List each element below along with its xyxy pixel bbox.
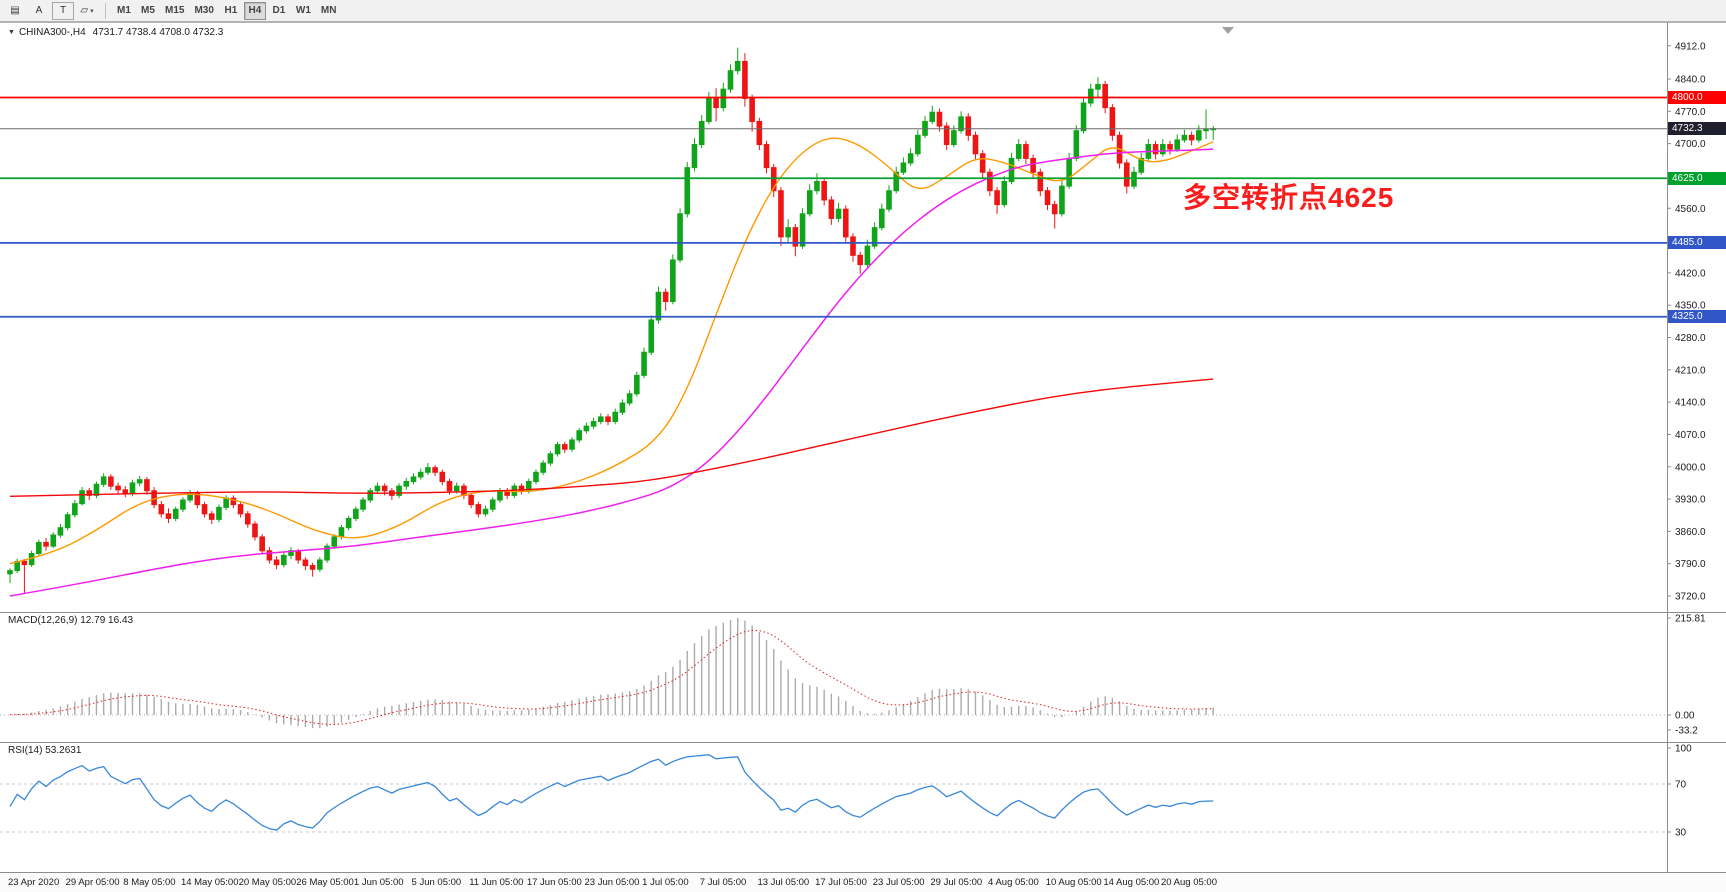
svg-text:14 Aug 05:00: 14 Aug 05:00 — [1103, 877, 1159, 888]
tf-button-w1[interactable]: W1 — [292, 2, 315, 20]
toolbar-separator — [105, 2, 106, 19]
svg-text:23 Apr 2020: 23 Apr 2020 — [8, 877, 59, 888]
svg-text:23 Jun 05:00: 23 Jun 05:00 — [585, 877, 640, 888]
toolbar: ▤ A T ▱ ▾ M1 M5 M15 M30 H1 H4 D1 W1 MN — [0, 0, 1726, 22]
rsi-scale: 100 70 30 — [1667, 744, 1692, 839]
svg-text:26 May 05:00: 26 May 05:00 — [296, 877, 354, 888]
svg-text:3720.0: 3720.0 — [1675, 592, 1706, 603]
tf-button-m1[interactable]: M1 — [113, 2, 135, 20]
ohlc-values: 4731.7 4738.4 4708.0 4732.3 — [92, 27, 224, 38]
macd-histogram — [0, 618, 1667, 729]
svg-text:11 Jun 05:00: 11 Jun 05:00 — [469, 877, 523, 888]
svg-text:29 Jul 05:00: 29 Jul 05:00 — [930, 877, 982, 888]
price-badge-4625.0[interactable]: 4625.0 — [1668, 171, 1726, 185]
svg-text:70: 70 — [1675, 780, 1687, 791]
svg-text:4770.0: 4770.0 — [1675, 107, 1706, 118]
tf-button-m15[interactable]: M15 — [161, 2, 188, 20]
label-tool-button[interactable]: T — [52, 1, 74, 20]
text-tool-button[interactable]: A — [28, 2, 50, 20]
shapes-tool-button[interactable]: ▱ ▾ — [76, 2, 98, 20]
svg-text:30: 30 — [1675, 828, 1687, 839]
svg-text:8 May 05:00: 8 May 05:00 — [123, 877, 175, 888]
tf-button-m5[interactable]: M5 — [137, 2, 159, 20]
price-scale: 4912.04840.04770.04700.04630.04560.04490… — [1667, 41, 1706, 603]
rsi-levels — [0, 783, 1667, 833]
svg-text:13 Jul 05:00: 13 Jul 05:00 — [757, 877, 809, 888]
timeframe-group: M1 M5 M15 M30 H1 H4 D1 W1 MN — [113, 1, 341, 20]
svg-text:5 Jun 05:00: 5 Jun 05:00 — [412, 877, 462, 888]
svg-text:4350.0: 4350.0 — [1675, 301, 1706, 312]
current-price-badge[interactable]: 4732.3 — [1668, 122, 1726, 136]
ma-mid-line — [9, 148, 1214, 597]
tf-button-h4[interactable]: H4 — [243, 1, 266, 20]
price-badge-4485.0[interactable]: 4485.0 — [1668, 236, 1726, 250]
svg-text:100: 100 — [1675, 744, 1692, 755]
tf-button-h1[interactable]: H1 — [220, 2, 242, 20]
chart-shift-marker[interactable] — [1222, 27, 1234, 34]
svg-text:23 Jul 05:00: 23 Jul 05:00 — [873, 877, 925, 888]
tf-button-mn[interactable]: MN — [317, 2, 341, 20]
svg-text:4560.0: 4560.0 — [1675, 204, 1706, 215]
svg-text:4000.0: 4000.0 — [1675, 462, 1706, 473]
drawing-tools-group: ▤ A T ▱ ▾ — [4, 1, 98, 20]
svg-text:4700.0: 4700.0 — [1675, 139, 1706, 150]
annotation-text[interactable]: 多空转折点4625 — [1183, 182, 1395, 213]
svg-text:3860.0: 3860.0 — [1675, 527, 1706, 538]
svg-text:4420.0: 4420.0 — [1675, 268, 1706, 279]
svg-text:17 Jul 05:00: 17 Jul 05:00 — [815, 877, 867, 888]
svg-text:17 Jun 05:00: 17 Jun 05:00 — [527, 877, 582, 888]
price-badge-4800.0[interactable]: 4800.0 — [1668, 90, 1726, 104]
ma-fast-line — [9, 137, 1214, 565]
svg-text:7 Jul 05:00: 7 Jul 05:00 — [700, 877, 746, 888]
collapse-triangle-icon[interactable]: ▼ — [8, 29, 15, 36]
svg-text:4210.0: 4210.0 — [1675, 365, 1706, 376]
tf-button-d1[interactable]: D1 — [268, 2, 290, 20]
svg-text:20 Aug 05:00: 20 Aug 05:00 — [1161, 877, 1217, 888]
svg-text:14 May 05:00: 14 May 05:00 — [181, 877, 239, 888]
svg-text:4912.0: 4912.0 — [1675, 41, 1706, 52]
rsi-label: RSI(14) 53.2631 — [8, 745, 82, 756]
svg-text:1 Jun 05:00: 1 Jun 05:00 — [354, 877, 404, 888]
svg-text:29 Apr 05:00: 29 Apr 05:00 — [66, 877, 120, 888]
chevron-down-icon: ▾ — [90, 7, 94, 15]
tf-button-m30[interactable]: M30 — [190, 2, 217, 20]
svg-text:1 Jul 05:00: 1 Jul 05:00 — [642, 877, 688, 888]
svg-text:4280.0: 4280.0 — [1675, 333, 1706, 344]
time-axis: 23 Apr 2020 29 Apr 05:00 8 May 05:00 14 May… — [8, 877, 1217, 888]
svg-text:3930.0: 3930.0 — [1675, 495, 1706, 506]
shapes-icon: ▱ — [80, 5, 89, 16]
svg-text:10 Aug 05:00: 10 Aug 05:00 — [1046, 877, 1102, 888]
symbol-period-label: CHINA300-,H4 — [18, 27, 86, 38]
svg-text:4 Aug 05:00: 4 Aug 05:00 — [988, 877, 1039, 888]
svg-text:20 May 05:00: 20 May 05:00 — [239, 877, 297, 888]
svg-text:-33.2: -33.2 — [1675, 725, 1698, 736]
grid-tool-icon[interactable]: ▤ — [4, 2, 26, 20]
symbol-header: ▼ CHINA300-,H4 4731.7 4738.4 4708.0 4732.3 — [8, 27, 223, 38]
macd-signal-line — [9, 629, 1214, 725]
price-badge-4325.0[interactable]: 4325.0 — [1668, 310, 1726, 324]
ma-slow-line — [9, 378, 1214, 497]
svg-text:4140.0: 4140.0 — [1675, 398, 1706, 409]
svg-text:3790.0: 3790.0 — [1675, 559, 1706, 570]
svg-text:215.81: 215.81 — [1675, 614, 1706, 625]
svg-text:4840.0: 4840.0 — [1675, 75, 1706, 86]
macd-scale: 215.81 0.00 -33.2 — [1667, 614, 1706, 736]
svg-text:4070.0: 4070.0 — [1675, 430, 1706, 441]
rsi-line — [9, 754, 1214, 831]
macd-label: MACD(12,26,9) 12.79 16.43 — [8, 615, 134, 626]
svg-text:0.00: 0.00 — [1675, 711, 1695, 722]
